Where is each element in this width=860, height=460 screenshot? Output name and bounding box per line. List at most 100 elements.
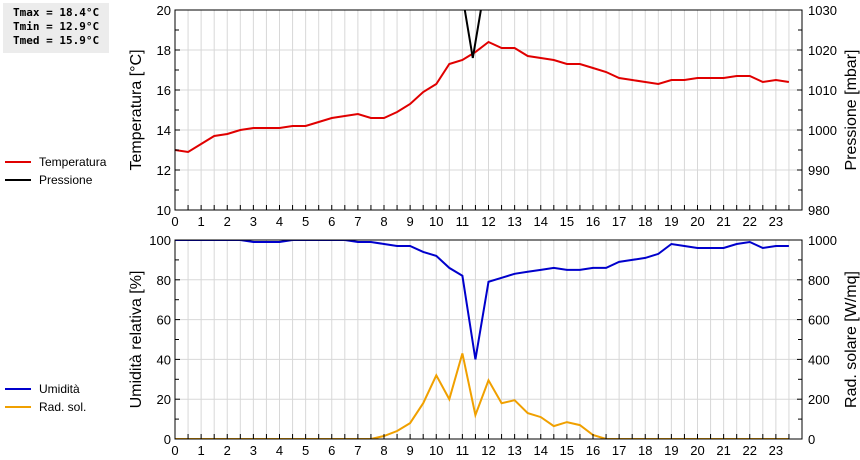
- svg-text:21: 21: [716, 443, 730, 458]
- svg-text:3: 3: [250, 214, 257, 229]
- svg-text:20: 20: [690, 214, 704, 229]
- series-rad-sol-line: [175, 353, 789, 439]
- svg-text:15: 15: [560, 214, 574, 229]
- legend-label: Rad. sol.: [39, 400, 87, 414]
- humidity-radiation-chart: 0 1 2 3 4 5 6 7 8 9 10 11 12 13 14 15 16 17 18 19 20 21 22 230 0…: [128, 233, 860, 458]
- tmax-label: Tmax = 18.4°C: [13, 6, 100, 19]
- svg-text:23: 23: [769, 443, 783, 458]
- svg-text:5: 5: [302, 214, 309, 229]
- svg-text:990: 990: [808, 163, 830, 178]
- svg-text:1010: 1010: [808, 83, 837, 98]
- svg-text:0: 0: [808, 432, 815, 447]
- y-axis-label-right: Rad. solare [W/mq]: [843, 271, 860, 408]
- svg-text:6: 6: [328, 443, 335, 458]
- svg-text:1030: 1030: [808, 3, 837, 18]
- svg-text:17: 17: [612, 443, 626, 458]
- legend-label: Temperatura: [39, 155, 107, 169]
- svg-text:20: 20: [157, 3, 171, 18]
- svg-text:0: 0: [171, 214, 178, 229]
- y-axis-label-left: Temperatura [°C]: [128, 49, 145, 170]
- svg-text:800: 800: [808, 273, 830, 288]
- svg-text:60: 60: [157, 313, 171, 328]
- svg-text:22: 22: [743, 214, 757, 229]
- svg-text:1000: 1000: [808, 123, 837, 138]
- svg-text:12: 12: [481, 214, 495, 229]
- svg-text:10: 10: [157, 203, 171, 218]
- series-pressioneline: [463, 10, 482, 59]
- svg-text:0: 0: [171, 443, 178, 458]
- svg-text:20: 20: [157, 392, 171, 407]
- svg-text:13: 13: [507, 443, 521, 458]
- svg-text:4: 4: [276, 214, 283, 229]
- svg-text:9: 9: [407, 214, 414, 229]
- svg-text:600: 600: [808, 313, 830, 328]
- tmed-label: Tmed = 15.9°C: [13, 34, 100, 47]
- svg-text:7: 7: [354, 214, 361, 229]
- svg-text:13: 13: [507, 214, 521, 229]
- svg-text:9: 9: [407, 443, 414, 458]
- svg-text:19: 19: [664, 214, 678, 229]
- series-umidit-line: [175, 240, 789, 360]
- svg-text:400: 400: [808, 352, 830, 367]
- svg-text:0: 0: [164, 432, 171, 447]
- svg-text:16: 16: [586, 214, 600, 229]
- svg-text:12: 12: [157, 163, 171, 178]
- svg-text:1: 1: [198, 214, 205, 229]
- temperature-pressure-chart: 0 1 2 3 4 5 6 7 8 9 10 11 12 13 14 15 16 17 18 19 20 21 22 2310…: [128, 3, 860, 229]
- svg-text:14: 14: [534, 214, 548, 229]
- svg-text:6: 6: [328, 214, 335, 229]
- legend-item-pressione: Pressione: [5, 171, 106, 189]
- svg-text:23: 23: [769, 214, 783, 229]
- y-axis-label-right: Pressione [mbar]: [843, 50, 860, 171]
- svg-text:15: 15: [560, 443, 574, 458]
- svg-text:18: 18: [638, 214, 652, 229]
- svg-text:11: 11: [456, 214, 470, 229]
- svg-text:100: 100: [149, 233, 171, 248]
- svg-text:2: 2: [224, 443, 231, 458]
- svg-text:5: 5: [302, 443, 309, 458]
- legend-swatch-blue: [5, 388, 31, 390]
- y-axis-label-left: Umidità relativa [%]: [128, 271, 145, 409]
- legend-swatch-red: [5, 161, 31, 163]
- svg-text:80: 80: [157, 273, 171, 288]
- legend-top: Temperatura Pressione: [5, 153, 106, 189]
- svg-text:18: 18: [157, 43, 171, 58]
- svg-text:19: 19: [664, 443, 678, 458]
- svg-text:8: 8: [380, 214, 387, 229]
- legend-swatch-orange: [5, 406, 31, 408]
- legend-item-umidita: Umidità: [5, 380, 86, 398]
- svg-text:3: 3: [250, 443, 257, 458]
- svg-text:200: 200: [808, 392, 830, 407]
- svg-text:2: 2: [224, 214, 231, 229]
- legend-item-temperatura: Temperatura: [5, 153, 106, 171]
- svg-text:40: 40: [157, 352, 171, 367]
- svg-text:4: 4: [276, 443, 283, 458]
- svg-text:11: 11: [456, 443, 470, 458]
- svg-text:16: 16: [157, 83, 171, 98]
- svg-text:1020: 1020: [808, 43, 837, 58]
- svg-text:18: 18: [638, 443, 652, 458]
- legend-bottom: Umidità Rad. sol.: [5, 380, 86, 416]
- legend-label: Pressione: [39, 173, 93, 187]
- legend-item-rad-sol: Rad. sol.: [5, 398, 86, 416]
- series-temperaturaline: [175, 40, 790, 154]
- svg-text:12: 12: [481, 443, 495, 458]
- temperature-stats-box: Tmax = 18.4°C Tmin = 12.9°C Tmed = 15.9°…: [3, 3, 109, 53]
- svg-text:17: 17: [612, 214, 626, 229]
- svg-text:7: 7: [354, 443, 361, 458]
- svg-text:22: 22: [743, 443, 757, 458]
- svg-text:1: 1: [198, 443, 205, 458]
- legend-label: Umidità: [39, 382, 80, 396]
- svg-text:21: 21: [716, 214, 730, 229]
- svg-text:14: 14: [534, 443, 548, 458]
- svg-text:1000: 1000: [808, 233, 837, 248]
- svg-text:10: 10: [429, 214, 443, 229]
- svg-text:20: 20: [690, 443, 704, 458]
- svg-text:16: 16: [586, 443, 600, 458]
- svg-text:10: 10: [429, 443, 443, 458]
- svg-text:980: 980: [808, 203, 830, 218]
- svg-text:8: 8: [380, 443, 387, 458]
- svg-text:14: 14: [157, 123, 171, 138]
- legend-swatch-black: [5, 179, 31, 181]
- tmin-label: Tmin = 12.9°C: [13, 20, 100, 33]
